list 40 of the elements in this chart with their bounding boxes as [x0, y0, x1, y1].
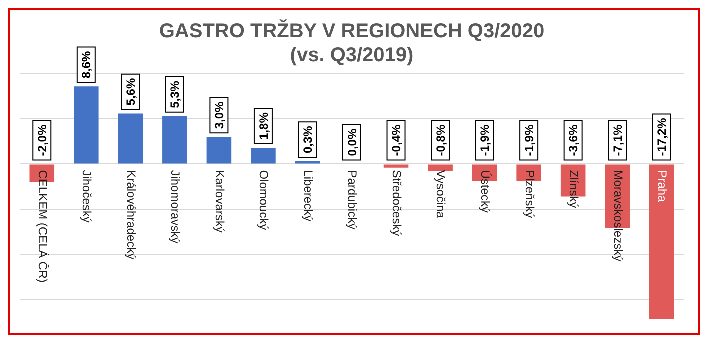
data-label: 1,8% — [256, 112, 271, 140]
data-label: 3,0% — [212, 101, 227, 130]
data-label: -0,8% — [434, 124, 448, 156]
bar — [384, 164, 409, 168]
x-tick-label: Jihomoravský — [168, 170, 183, 244]
data-label: 5,3% — [168, 80, 182, 108]
x-tick-label: Moravskoslezský — [611, 170, 626, 262]
data-label: -2,0% — [35, 124, 50, 156]
data-label: 5,6% — [124, 78, 138, 106]
bar — [206, 137, 232, 164]
x-tick-label: Praha — [656, 170, 670, 203]
x-tick-label: Středočeský — [390, 170, 404, 236]
text: (vs. Q3/2019) — [290, 44, 414, 67]
x-tick-label: Královéhradecký — [124, 170, 138, 260]
data-label: -1,9% — [522, 124, 536, 156]
x-tick-label: Pardubický — [346, 170, 360, 230]
data-label: -17,2% — [655, 118, 670, 156]
bar — [649, 164, 674, 320]
bar — [251, 148, 276, 164]
x-tick-label: Vysočina — [434, 170, 448, 219]
data-label: 0,3% — [301, 126, 316, 154]
bar — [74, 86, 99, 164]
data-label: -0,4% — [390, 124, 404, 156]
x-tick-label: Karlovarský — [212, 170, 227, 233]
bar — [162, 116, 188, 164]
x-tick-label: Zlínský — [567, 170, 582, 208]
x-tick-label: CELKEM (CELÁ ČR) — [36, 170, 50, 283]
x-tick-label: Jihočeský — [80, 170, 94, 223]
x-tick-label: Plzeňský — [522, 170, 537, 218]
data-label: -1,9% — [478, 124, 492, 156]
x-tick-label: Olomoucký — [257, 170, 272, 230]
bar — [118, 114, 144, 164]
text: GASTRO TRŽBY V REGIONECH Q3/2020 — [159, 20, 545, 43]
data-label: 0,0% — [345, 128, 360, 156]
x-tick-label: Ústecký — [478, 170, 492, 213]
data-label: -7,1% — [610, 124, 625, 156]
data-label: -3,6% — [566, 124, 581, 156]
bar — [428, 164, 453, 172]
data-label: 8,6% — [80, 50, 94, 79]
x-tick-label: Liberecký — [301, 170, 316, 222]
